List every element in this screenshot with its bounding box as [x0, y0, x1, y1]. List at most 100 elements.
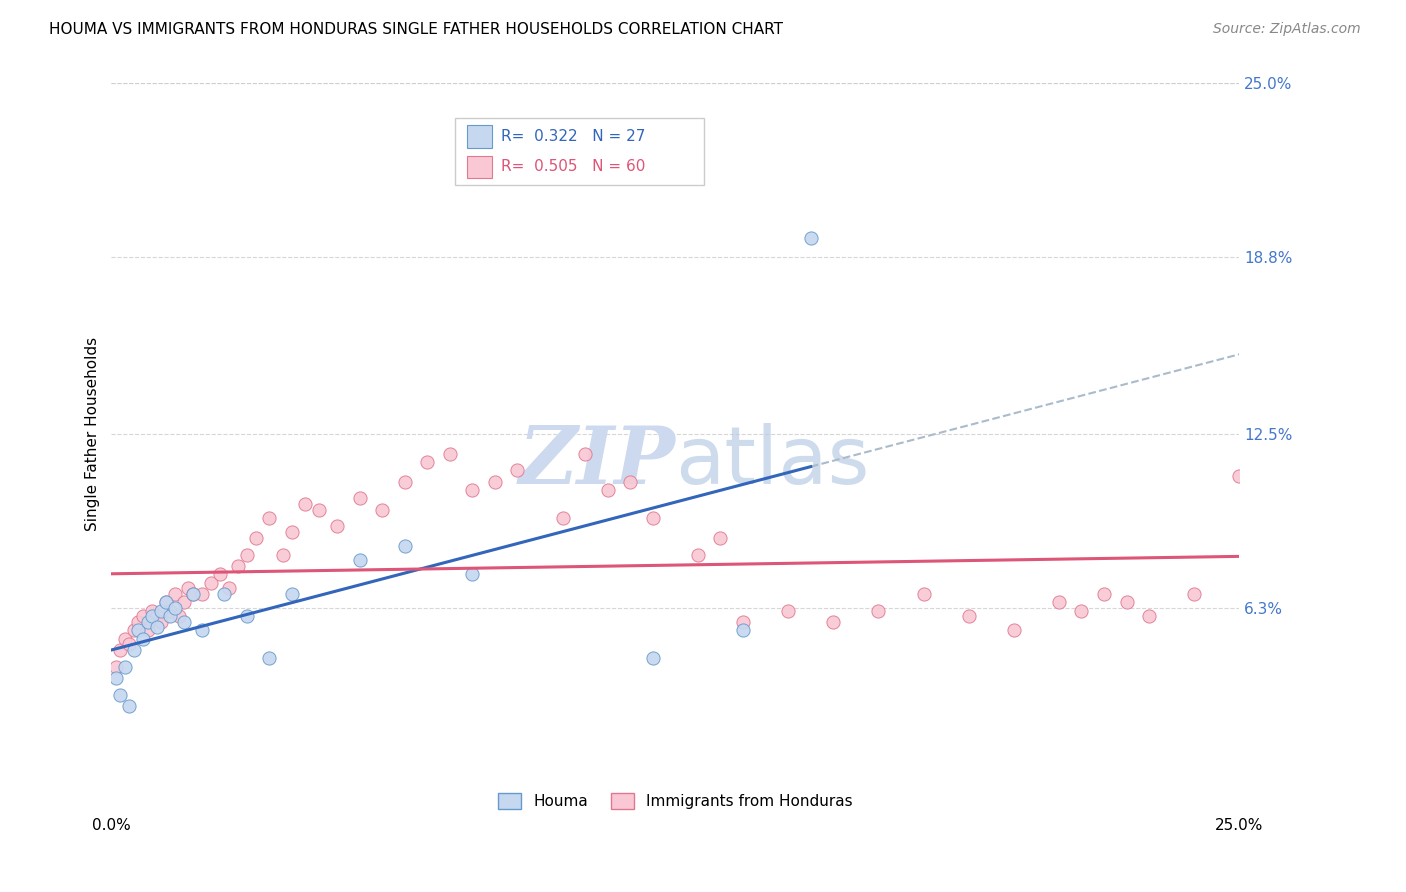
- Point: [118, 637, 141, 651]
- Point: [686, 548, 709, 562]
- Point: [294, 497, 316, 511]
- Point: [190, 587, 212, 601]
- Point: [1047, 595, 1070, 609]
- Text: 25.0%: 25.0%: [1215, 818, 1264, 833]
- Point: [114, 632, 136, 646]
- Point: [136, 624, 159, 638]
- Point: [731, 624, 754, 638]
- Point: [163, 600, 186, 615]
- Point: [104, 671, 127, 685]
- Point: [145, 620, 167, 634]
- Point: [394, 539, 416, 553]
- Point: [259, 511, 281, 525]
- Point: [132, 609, 155, 624]
- Point: [281, 587, 304, 601]
- Y-axis label: Single Father Households: Single Father Households: [86, 337, 100, 531]
- Text: R=  0.505   N = 60: R= 0.505 N = 60: [501, 160, 645, 174]
- Point: [104, 659, 127, 673]
- Point: [167, 609, 190, 624]
- Point: [349, 491, 371, 506]
- Point: [141, 604, 163, 618]
- Point: [731, 615, 754, 629]
- Point: [236, 548, 259, 562]
- Text: 0.0%: 0.0%: [91, 818, 131, 833]
- Point: [461, 483, 484, 497]
- Point: [281, 524, 304, 539]
- Text: Source: ZipAtlas.com: Source: ZipAtlas.com: [1213, 22, 1361, 37]
- FancyBboxPatch shape: [456, 119, 703, 185]
- Point: [596, 483, 619, 497]
- Point: [326, 519, 349, 533]
- Point: [574, 446, 596, 460]
- Point: [110, 688, 132, 702]
- Point: [823, 615, 845, 629]
- Point: [1182, 587, 1205, 601]
- Point: [394, 475, 416, 489]
- Point: [122, 643, 145, 657]
- Point: [110, 643, 132, 657]
- Point: [1115, 595, 1137, 609]
- Point: [127, 624, 149, 638]
- Point: [236, 609, 259, 624]
- Text: atlas: atlas: [675, 423, 870, 501]
- Text: R=  0.322   N = 27: R= 0.322 N = 27: [501, 129, 645, 145]
- Point: [461, 567, 484, 582]
- Point: [159, 609, 181, 624]
- Point: [1002, 624, 1025, 638]
- Point: [173, 595, 195, 609]
- Point: [371, 502, 394, 516]
- Point: [190, 624, 212, 638]
- Point: [439, 446, 461, 460]
- Point: [141, 609, 163, 624]
- Point: [155, 595, 177, 609]
- Point: [159, 604, 181, 618]
- Point: [709, 531, 731, 545]
- Point: [177, 581, 200, 595]
- Point: [484, 475, 506, 489]
- Point: [1070, 604, 1092, 618]
- Point: [212, 587, 235, 601]
- Point: [245, 531, 267, 545]
- Point: [551, 511, 574, 525]
- Point: [181, 587, 204, 601]
- Point: [259, 651, 281, 665]
- Point: [136, 615, 159, 629]
- Point: [132, 632, 155, 646]
- Point: [912, 587, 935, 601]
- Point: [173, 615, 195, 629]
- Legend: Houma, Immigrants from Honduras: Houma, Immigrants from Honduras: [492, 787, 859, 815]
- Point: [150, 604, 173, 618]
- Point: [1092, 587, 1115, 601]
- FancyBboxPatch shape: [467, 126, 492, 148]
- Point: [145, 609, 167, 624]
- Point: [308, 502, 330, 516]
- Point: [349, 553, 371, 567]
- Point: [800, 230, 823, 244]
- Text: HOUMA VS IMMIGRANTS FROM HONDURAS SINGLE FATHER HOUSEHOLDS CORRELATION CHART: HOUMA VS IMMIGRANTS FROM HONDURAS SINGLE…: [49, 22, 783, 37]
- Point: [181, 587, 204, 601]
- Point: [957, 609, 980, 624]
- Point: [127, 615, 149, 629]
- Point: [506, 463, 529, 477]
- Point: [114, 659, 136, 673]
- Point: [118, 698, 141, 713]
- Point: [271, 548, 294, 562]
- Point: [226, 558, 249, 573]
- Point: [1137, 609, 1160, 624]
- Point: [155, 595, 177, 609]
- FancyBboxPatch shape: [467, 155, 492, 178]
- Text: ZIP: ZIP: [519, 423, 675, 500]
- Point: [416, 455, 439, 469]
- Point: [619, 475, 641, 489]
- Point: [208, 567, 231, 582]
- Point: [1227, 469, 1250, 483]
- Point: [641, 511, 664, 525]
- Point: [868, 604, 890, 618]
- Point: [150, 615, 173, 629]
- Point: [200, 575, 222, 590]
- Point: [641, 651, 664, 665]
- Point: [778, 604, 800, 618]
- Point: [218, 581, 240, 595]
- Point: [122, 624, 145, 638]
- Point: [163, 587, 186, 601]
